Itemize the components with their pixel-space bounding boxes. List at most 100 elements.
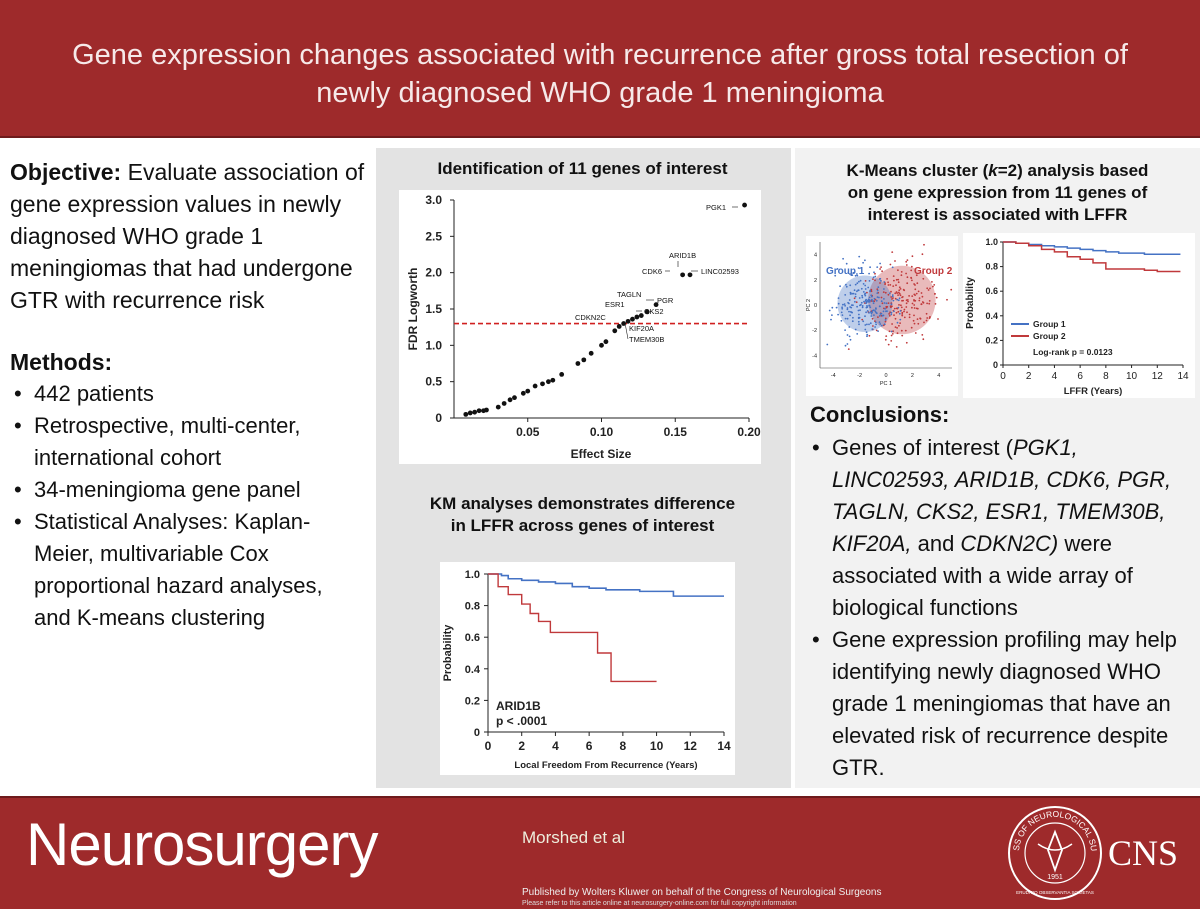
- title-line-2: newly diagnosed WHO grade 1 meningioma: [316, 77, 884, 109]
- data-point: [653, 302, 659, 308]
- group1-point: [869, 322, 872, 325]
- group1-point: [831, 314, 833, 316]
- footer-banner: Neurosurgery Morshed et al Published by …: [0, 796, 1200, 909]
- group2-point: [906, 311, 908, 314]
- group2-point: [894, 292, 897, 295]
- objective-text: Evaluate association of gene expression …: [10, 159, 365, 313]
- group1-point: [874, 321, 877, 324]
- group1-point: [882, 310, 885, 313]
- data-point: [463, 411, 469, 417]
- group1-point: [846, 308, 849, 311]
- group1-point: [863, 300, 865, 303]
- group2-point: [901, 296, 903, 299]
- group1-point: [847, 301, 849, 304]
- group2-point: [897, 269, 899, 272]
- group1-point: [898, 297, 901, 300]
- group1-point: [866, 310, 869, 312]
- conclusion-item-2: Gene expression profiling may help ident…: [808, 624, 1188, 784]
- methods-heading: Methods:: [10, 349, 113, 375]
- data-point: [501, 401, 507, 406]
- y-axis-label: PC 2: [806, 299, 812, 311]
- group2-point: [915, 307, 918, 310]
- group1-point: [889, 292, 891, 295]
- group2-point: [934, 293, 936, 295]
- group2-point: [887, 281, 889, 284]
- group2-point: [937, 318, 939, 320]
- data-point: [581, 357, 587, 363]
- group2-point: [905, 341, 908, 344]
- group1-point: [883, 281, 886, 283]
- group2-point: [890, 340, 893, 342]
- group1-point: [881, 314, 884, 317]
- group1-point: [857, 289, 860, 292]
- x-tick-label: 0: [884, 373, 887, 379]
- group2-point: [861, 318, 864, 321]
- gene-label: ESR1: [605, 300, 625, 309]
- group2-point: [905, 306, 908, 308]
- group1-point: [849, 293, 852, 295]
- group1-point: [861, 294, 863, 297]
- y-tick-label: 3.0: [425, 193, 442, 207]
- group1-point: [849, 291, 852, 294]
- group2-point: [903, 316, 906, 319]
- group2-point: [900, 274, 903, 277]
- x-tick-label: 8: [620, 739, 627, 753]
- group1-point: [866, 323, 868, 326]
- conclusion-item-1: Genes of interest (PGK1, LINC02593, ARID…: [808, 432, 1188, 624]
- group1-point: [845, 283, 847, 286]
- group2-point: [881, 302, 884, 305]
- group2-point: [877, 316, 879, 318]
- group2-point: [901, 334, 904, 337]
- group2-point: [901, 314, 904, 317]
- group1-point: [845, 262, 848, 265]
- group1-point: [854, 274, 857, 277]
- group2-point: [928, 302, 931, 305]
- legend-label-group2: Group 2: [1033, 331, 1066, 341]
- group2-point: [934, 303, 937, 305]
- group1-point: [876, 289, 879, 292]
- gene-label: LINC02593: [701, 267, 739, 276]
- group2-point: [927, 289, 930, 291]
- x-tick-label: 10: [650, 739, 664, 753]
- group2-point: [914, 332, 917, 334]
- group2-point: [912, 319, 915, 322]
- y-tick-label: 1.5: [425, 302, 442, 316]
- group2-point: [882, 291, 885, 293]
- group1-point: [841, 306, 843, 309]
- group1-point: [842, 303, 844, 306]
- gene-label: CKS2: [644, 307, 664, 316]
- data-point: [546, 379, 551, 385]
- group2-point: [929, 287, 931, 290]
- group1-point: [864, 292, 867, 295]
- group1-point: [858, 255, 861, 258]
- group2-point: [894, 317, 897, 320]
- group2-point: [926, 317, 929, 319]
- y-tick-label: 0: [993, 360, 998, 370]
- data-point: [512, 395, 517, 401]
- group1-point: [837, 313, 839, 316]
- group2-point: [916, 318, 919, 320]
- group2-point: [889, 305, 892, 308]
- y-tick-label: 2.5: [425, 229, 442, 243]
- author-credit: Morshed et al: [522, 828, 625, 847]
- group1-point: [850, 304, 853, 306]
- group1-point: [869, 289, 872, 292]
- group2-point: [884, 291, 887, 294]
- group2-point: [921, 295, 924, 298]
- data-point: [625, 318, 631, 324]
- group2-point: [911, 295, 914, 297]
- group1-point: [849, 314, 851, 317]
- group1-point: [858, 316, 861, 319]
- data-point: [467, 410, 473, 416]
- data-point: [612, 328, 618, 334]
- group1-point: [865, 331, 868, 334]
- y-tick-label: 1.0: [425, 338, 442, 352]
- group1-point: [850, 306, 853, 309]
- data-point: [520, 390, 526, 396]
- group1-point: [844, 317, 847, 320]
- group1-point: [867, 286, 870, 289]
- group1-point: [881, 324, 883, 327]
- data-point: [532, 383, 538, 389]
- title-line-1: Gene expression changes associated with …: [72, 39, 1128, 71]
- x-tick-label: 14: [717, 739, 731, 753]
